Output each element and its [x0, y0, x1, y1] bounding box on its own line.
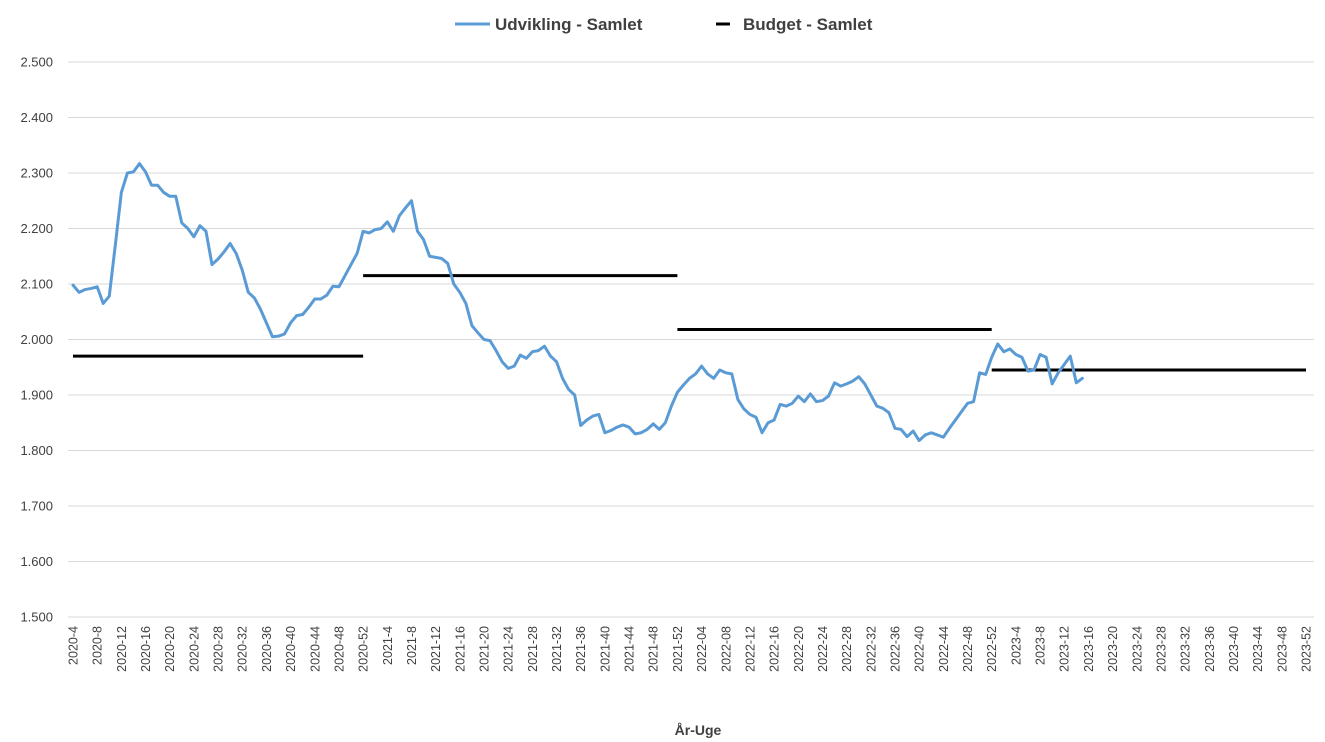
- x-tick-label: 2023-8: [1034, 626, 1048, 665]
- x-tick-label: 2020-12: [115, 626, 129, 672]
- x-tick-label: 2021-8: [405, 626, 419, 665]
- x-tick-label: 2023-16: [1082, 626, 1096, 672]
- x-tick-label: 2020-32: [236, 626, 250, 672]
- x-tick-label: 2021-40: [598, 626, 612, 672]
- x-tick-label: 2020-8: [91, 626, 105, 665]
- x-tick-label: 2021-44: [623, 626, 637, 672]
- x-tick-label: 2022-48: [961, 626, 975, 672]
- x-tick-label: 2022-28: [840, 626, 854, 672]
- x-tick-label: 2021-28: [526, 626, 540, 672]
- legend-label-budget: Budget - Samlet: [743, 15, 873, 34]
- x-tick-label: 2021-16: [453, 626, 467, 672]
- x-tick-label: 2022-24: [816, 626, 830, 672]
- x-tick-label: 2020-36: [260, 626, 274, 672]
- y-tick-label: 1.500: [20, 610, 53, 625]
- x-tick-label: 2023-36: [1203, 626, 1217, 672]
- x-axis-tick-labels: 2020-4 2020-8 2020-12 2020-16 2020-20 2020-24…: [67, 626, 1314, 672]
- x-tick-label: 2022-44: [937, 626, 951, 672]
- x-tick-label: 2023-32: [1179, 626, 1193, 672]
- y-tick-label: 1.900: [20, 388, 53, 403]
- x-tick-label: 2022-36: [889, 626, 903, 672]
- x-tick-label: 2020-20: [163, 626, 177, 672]
- x-tick-label: 2023-44: [1251, 626, 1265, 672]
- x-tick-label: 2021-48: [647, 626, 661, 672]
- x-tick-label: 2023-24: [1130, 626, 1144, 672]
- legend-label-udvikling: Udvikling - Samlet: [495, 15, 643, 34]
- x-tick-label: 2020-52: [357, 626, 371, 672]
- y-tick-label: 2.400: [20, 110, 53, 125]
- y-tick-label: 2.300: [20, 166, 53, 181]
- x-tick-label: 2023-4: [1009, 626, 1023, 665]
- x-tick-label: 2020-44: [308, 626, 322, 672]
- udvikling-line: [71, 162, 1084, 443]
- x-tick-label: 2021-4: [381, 626, 395, 665]
- x-tick-label: 2022-40: [913, 626, 927, 672]
- x-tick-label: 2022-32: [864, 626, 878, 672]
- x-tick-label: 2021-32: [550, 626, 564, 672]
- x-tick-label: 2023-20: [1106, 626, 1120, 672]
- y-tick-label: 2.200: [20, 221, 53, 236]
- gridlines: [68, 61, 1314, 618]
- y-tick-label: 1.600: [20, 554, 53, 569]
- x-tick-label: 2022-52: [985, 626, 999, 672]
- y-tick-label: 1.800: [20, 443, 53, 458]
- x-tick-label: 2020-4: [67, 626, 81, 665]
- x-tick-label: 2022-08: [719, 626, 733, 672]
- budget-series: [73, 274, 1306, 372]
- x-tick-label: 2022-04: [695, 626, 709, 672]
- y-tick-label: 2.500: [20, 55, 53, 70]
- x-tick-label: 2020-16: [139, 626, 153, 672]
- x-tick-label: 2023-52: [1300, 626, 1314, 672]
- udvikling-series: [71, 162, 1084, 443]
- x-axis-title: År-Uge: [675, 722, 722, 738]
- x-tick-label: 2021-12: [429, 626, 443, 672]
- x-tick-label: 2020-48: [332, 626, 346, 672]
- x-tick-label: 2022-16: [768, 626, 782, 672]
- y-tick-label: 1.700: [20, 499, 53, 514]
- x-tick-label: 2023-48: [1275, 626, 1289, 672]
- x-tick-label: 2020-28: [212, 626, 226, 672]
- x-tick-label: 2020-40: [284, 626, 298, 672]
- x-tick-label: 2021-52: [671, 626, 685, 672]
- x-tick-label: 2023-40: [1227, 626, 1241, 672]
- y-axis-tick-labels: 1.500 1.600 1.700 1.800 1.900 2.000 2.100 2.200…: [20, 55, 53, 625]
- x-tick-label: 2021-24: [502, 626, 516, 672]
- x-tick-label: 2021-36: [574, 626, 588, 672]
- x-tick-label: 2020-24: [187, 626, 201, 672]
- x-tick-label: 2022-20: [792, 626, 806, 672]
- y-tick-label: 2.100: [20, 277, 53, 292]
- x-tick-label: 2023-12: [1058, 626, 1072, 672]
- legend: Udvikling - Samlet Budget - Samlet: [455, 15, 873, 34]
- x-tick-label: 2023-28: [1154, 626, 1168, 672]
- x-tick-label: 2021-20: [478, 626, 492, 672]
- x-tick-label: 2022-12: [743, 626, 757, 672]
- y-tick-label: 2.000: [20, 332, 53, 347]
